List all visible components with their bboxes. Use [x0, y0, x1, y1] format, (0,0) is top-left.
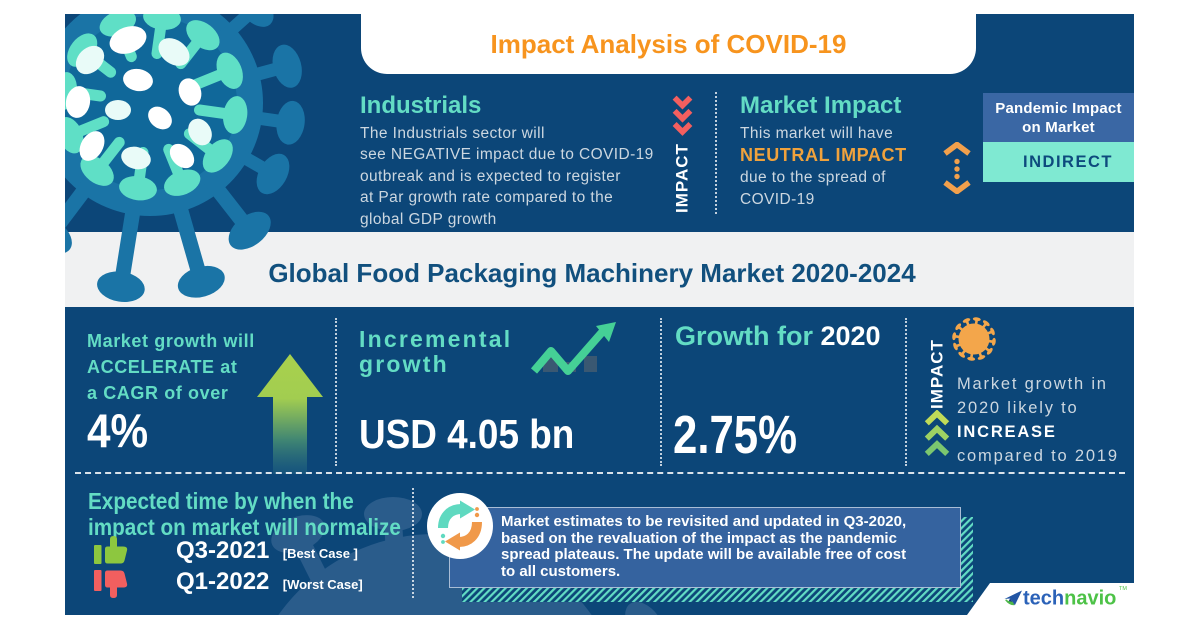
- svg-text:TM: TM: [1119, 586, 1127, 592]
- svg-text:technavio: technavio: [1023, 588, 1116, 610]
